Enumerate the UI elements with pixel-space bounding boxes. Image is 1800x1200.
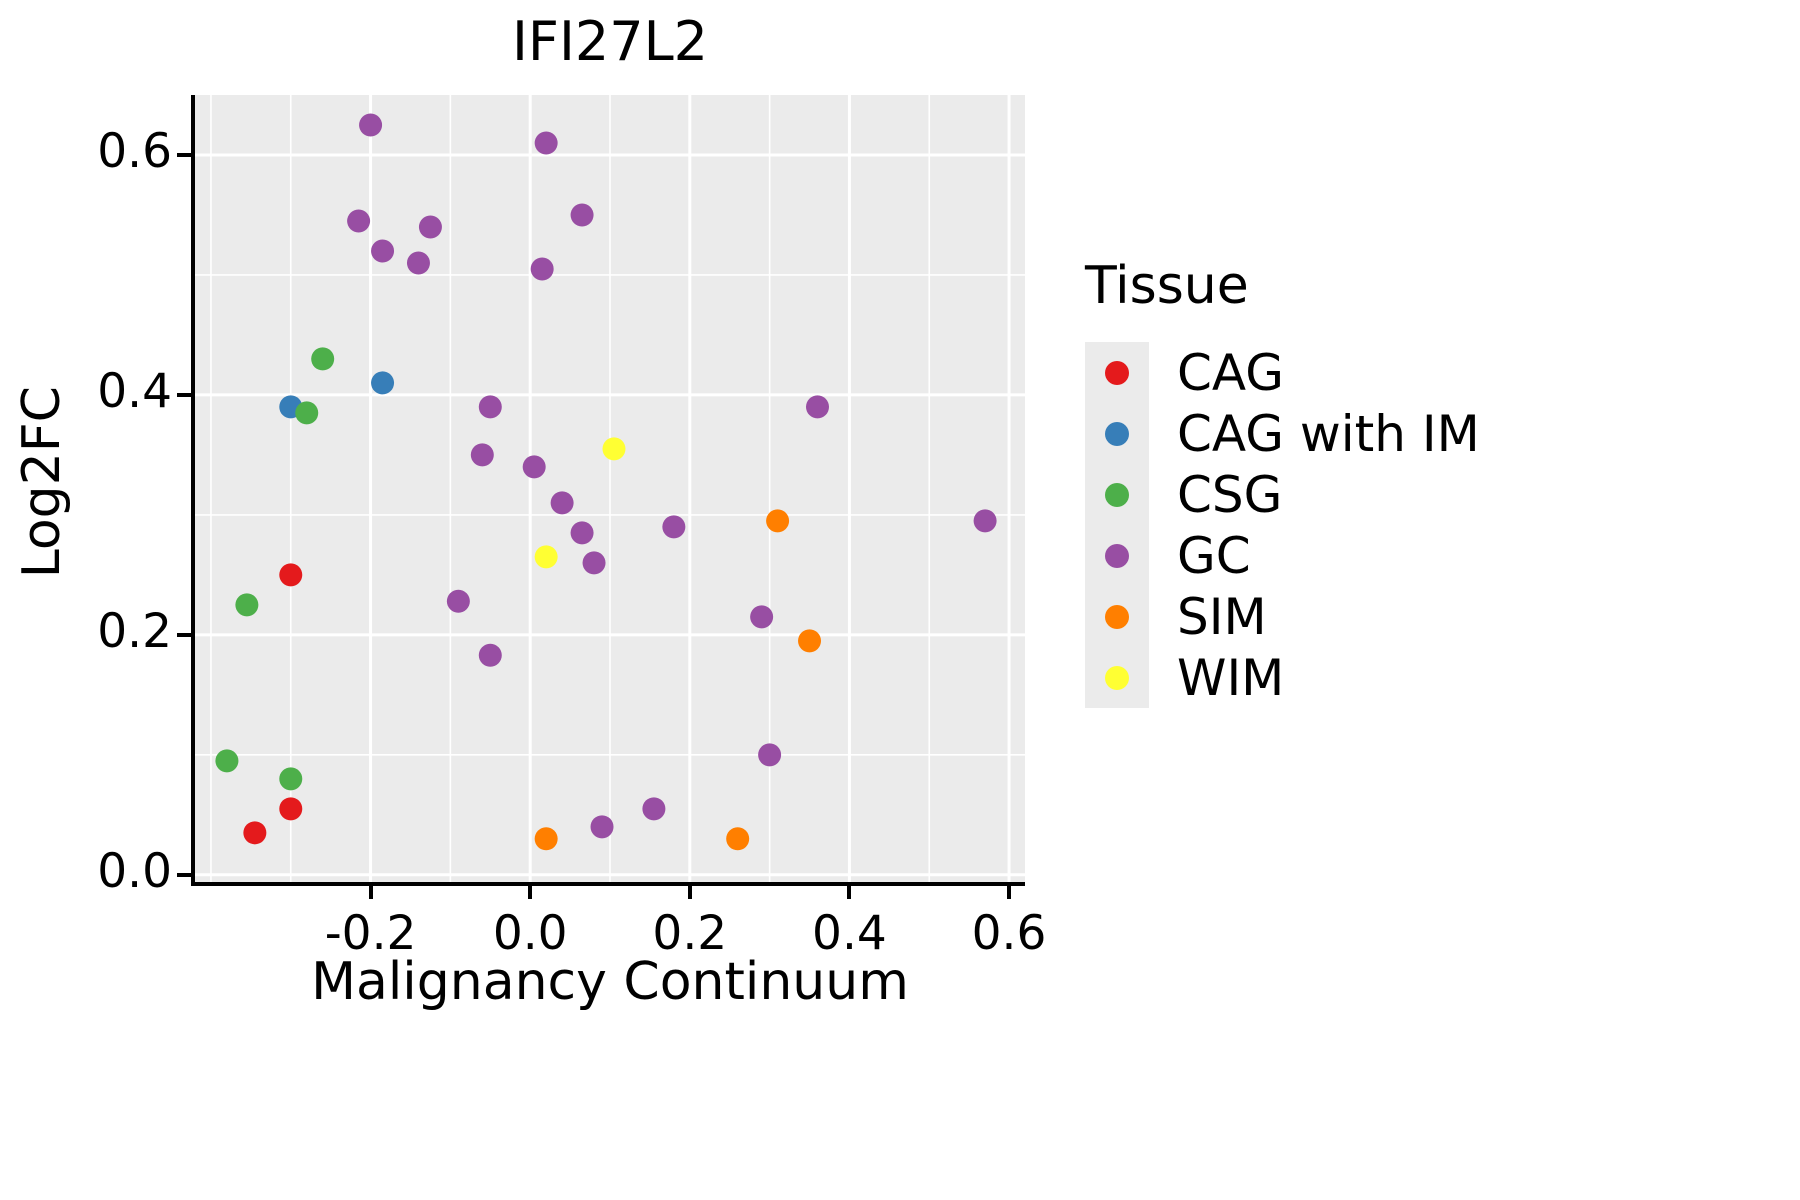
scatter-svg bbox=[195, 95, 1025, 882]
legend-key bbox=[1085, 464, 1149, 525]
y-tick-label: 0.0 bbox=[97, 843, 172, 899]
data-point-gc bbox=[522, 455, 546, 479]
x-tick-label: 0.2 bbox=[652, 906, 728, 961]
legend-dot-icon bbox=[1105, 482, 1129, 507]
legend-item-csg: CSG bbox=[1085, 464, 1480, 525]
data-point-wim bbox=[602, 437, 626, 461]
legend-dot-icon bbox=[1105, 604, 1129, 629]
x-tick-label: -0.2 bbox=[324, 906, 417, 961]
legend-dot-icon bbox=[1105, 543, 1129, 568]
legend-dot-icon bbox=[1105, 665, 1129, 690]
legend-key bbox=[1085, 525, 1149, 586]
data-point-gc bbox=[530, 257, 554, 281]
legend-dot-icon bbox=[1105, 360, 1129, 385]
legend-key bbox=[1085, 403, 1149, 464]
data-point-gc bbox=[750, 605, 774, 629]
data-point-gc bbox=[550, 491, 574, 515]
data-point-csg bbox=[311, 347, 335, 371]
data-point-sim bbox=[766, 509, 790, 533]
x-tick-mark bbox=[687, 886, 692, 899]
data-point-cag bbox=[279, 563, 303, 587]
data-point-csg bbox=[235, 593, 259, 617]
data-point-gc bbox=[973, 509, 997, 533]
legend-item-gc: GC bbox=[1085, 525, 1480, 586]
legend-key bbox=[1085, 586, 1149, 647]
data-point-csg bbox=[279, 767, 303, 791]
data-point-gc bbox=[446, 589, 470, 613]
x-tick-label: 0.4 bbox=[812, 906, 887, 961]
legend-item-cag-with-im: CAG with IM bbox=[1085, 403, 1480, 464]
x-tick-mark bbox=[847, 886, 852, 899]
y-tick-label: 0.6 bbox=[97, 123, 172, 179]
data-point-gc bbox=[570, 203, 594, 227]
x-tick-mark bbox=[368, 886, 373, 899]
legend-label: GC bbox=[1177, 526, 1251, 585]
legend-dot-icon bbox=[1105, 421, 1129, 446]
legend-title: Tissue bbox=[1085, 256, 1249, 316]
x-tick-label: 0.6 bbox=[971, 906, 1047, 961]
data-point-gc bbox=[582, 551, 606, 575]
data-point-gc bbox=[347, 209, 371, 233]
x-axis-label: Malignancy Continuum bbox=[311, 952, 909, 1012]
legend-label: WIM bbox=[1177, 648, 1285, 707]
data-point-gc bbox=[478, 395, 502, 419]
legend-items: CAG CAG with IM CSG GC SIM WIM bbox=[1085, 342, 1480, 708]
data-point-csg bbox=[295, 401, 319, 425]
data-point-sim bbox=[726, 827, 750, 851]
legend-item-sim: SIM bbox=[1085, 586, 1480, 647]
legend-label: CSG bbox=[1177, 465, 1283, 524]
x-tick-label: 0.0 bbox=[492, 906, 568, 961]
data-point-gc bbox=[371, 239, 395, 263]
data-point-wim bbox=[534, 545, 558, 569]
y-tick-mark bbox=[177, 392, 191, 397]
data-point-gc bbox=[359, 113, 383, 137]
data-point-sim bbox=[798, 629, 822, 653]
data-point-cag bbox=[243, 821, 267, 845]
y-tick-label: 0.4 bbox=[97, 363, 172, 419]
data-point-gc bbox=[806, 395, 829, 419]
data-point-gc bbox=[570, 521, 594, 545]
y-tick-mark bbox=[177, 632, 191, 637]
data-point-cag-with-im bbox=[371, 371, 395, 395]
data-point-gc bbox=[590, 815, 614, 839]
legend-label: SIM bbox=[1177, 587, 1267, 646]
data-point-sim bbox=[534, 827, 558, 851]
legend-item-cag: CAG bbox=[1085, 342, 1480, 403]
x-axis-line bbox=[191, 882, 1025, 886]
x-tick-mark bbox=[1007, 886, 1012, 899]
data-point-gc bbox=[418, 215, 442, 239]
legend-label: CAG with IM bbox=[1177, 404, 1480, 463]
x-tick-mark bbox=[528, 886, 533, 899]
data-point-gc bbox=[642, 797, 666, 821]
data-point-gc bbox=[478, 643, 502, 667]
data-point-gc bbox=[534, 131, 558, 155]
y-axis-line bbox=[191, 95, 195, 886]
data-point-gc bbox=[758, 743, 782, 767]
plot-panel bbox=[195, 95, 1025, 882]
legend-key bbox=[1085, 647, 1149, 708]
data-point-gc bbox=[662, 515, 686, 539]
data-point-cag bbox=[279, 797, 303, 821]
y-tick-mark bbox=[177, 152, 191, 157]
data-point-gc bbox=[406, 251, 430, 275]
plot-title: IFI27L2 bbox=[511, 10, 709, 73]
legend-label: CAG bbox=[1177, 343, 1284, 402]
y-tick-mark bbox=[177, 872, 191, 877]
data-point-gc bbox=[470, 443, 494, 467]
y-tick-label: 0.2 bbox=[97, 603, 172, 659]
legend-item-wim: WIM bbox=[1085, 647, 1480, 708]
legend-key bbox=[1085, 342, 1149, 403]
data-point-csg bbox=[215, 749, 239, 773]
